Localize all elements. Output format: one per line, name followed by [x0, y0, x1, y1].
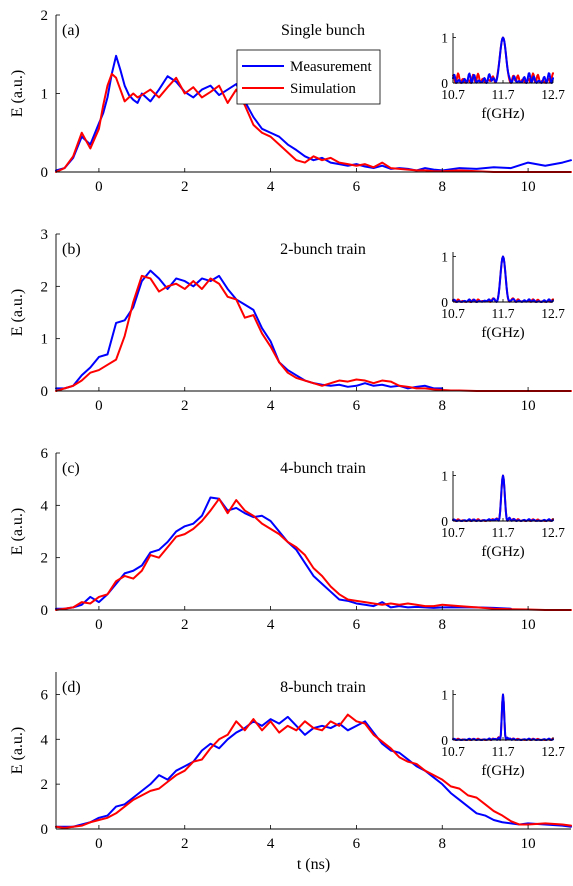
inset-y-tick-label: 1 [441, 250, 448, 265]
y-tick-label: 0 [41, 384, 49, 400]
inset-y-tick-label: 0 [441, 733, 448, 748]
inset-spectrum: 10.7 11.7 12.7 0 1 f(GHz) [441, 31, 565, 122]
inset-x-tick-label: 12.7 [541, 525, 565, 540]
y-tick-label: 1 [41, 332, 49, 348]
x-tick-label: 2 [181, 836, 189, 852]
inset-x-tick-label: 11.7 [491, 87, 514, 102]
panel-title: 2-bunch train [280, 241, 366, 258]
x-tick-label: 8 [439, 179, 447, 195]
inset-x-tick-label: 12.7 [541, 87, 565, 102]
y-tick-label: 4 [41, 732, 49, 748]
inset-x-axis-title: f(GHz) [481, 544, 524, 560]
panel-label: (d) [62, 679, 81, 696]
inset-x-axis-title: f(GHz) [481, 106, 524, 122]
x-tick-label: 0 [95, 617, 103, 633]
panel-title: 8-bunch train [280, 679, 366, 696]
panel-label: (a) [62, 22, 80, 39]
x-tick-label: 0 [95, 398, 103, 414]
inset-x-tick-label: 10.7 [441, 306, 465, 321]
y-axis-title: E (a.u.) [9, 70, 26, 118]
inset-x-axis-title: f(GHz) [481, 763, 524, 779]
y-axis-title: E (a.u.) [9, 727, 26, 775]
x-tick-label: 4 [267, 179, 275, 195]
x-tick-label: 4 [267, 398, 275, 414]
x-tick-label: 0 [95, 179, 103, 195]
inset-y-tick-label: 0 [441, 514, 448, 529]
x-tick-label: 10 [521, 179, 536, 195]
legend-box [236, 49, 381, 105]
y-tick-label: 0 [41, 603, 49, 619]
inset-x-tick-label: 10.7 [441, 87, 465, 102]
y-tick-label: 2 [41, 279, 49, 295]
series-line-simulation [55, 713, 572, 829]
x-tick-label: 2 [181, 398, 189, 414]
y-tick-label: 0 [41, 165, 49, 181]
y-tick-label: 1 [41, 87, 49, 103]
x-tick-label: 4 [267, 617, 275, 633]
x-tick-label: 8 [439, 398, 447, 414]
legend-label-measurement: Measurement [290, 59, 372, 75]
inset-y-tick-label: 1 [441, 31, 448, 46]
x-tick-label: 6 [353, 398, 361, 414]
y-axis-title: E (a.u.) [9, 289, 26, 337]
y-axis-title: E (a.u.) [9, 508, 26, 556]
inset-x-tick-label: 11.7 [491, 525, 514, 540]
inset-y-tick-label: 0 [441, 76, 448, 91]
inset-x-tick-label: 10.7 [441, 744, 465, 759]
inset-x-tick-label: 12.7 [541, 744, 565, 759]
panel-title: 4-bunch train [280, 460, 366, 477]
x-tick-label: 4 [267, 836, 275, 852]
y-tick-label: 3 [41, 227, 49, 243]
y-tick-label: 2 [41, 777, 49, 793]
panel-label: (b) [62, 241, 81, 258]
x-tick-label: 6 [353, 179, 361, 195]
series-line-simulation [55, 497, 572, 611]
inset-x-tick-label: 10.7 [441, 525, 465, 540]
x-tick-label: 0 [95, 836, 103, 852]
inset-x-tick-label: 12.7 [541, 306, 565, 321]
panel-title: Single bunch [281, 22, 365, 39]
inset-spectrum: 10.7 11.7 12.7 0 1 f(GHz) [441, 688, 565, 779]
x-tick-label: 10 [521, 836, 536, 852]
legend-label-simulation: Simulation [290, 81, 356, 97]
inset-y-tick-label: 1 [441, 688, 448, 703]
series-line-measurement [55, 269, 444, 390]
series-line-simulation [55, 72, 572, 173]
y-tick-label: 6 [41, 446, 49, 462]
panel-label: (c) [62, 460, 80, 477]
x-tick-label: 8 [439, 617, 447, 633]
x-tick-label: 6 [353, 836, 361, 852]
series-line-measurement [55, 715, 572, 828]
x-tick-label: 10 [521, 617, 536, 633]
x-axis-title: t (ns) [297, 856, 330, 873]
series-line-measurement [55, 54, 572, 172]
inset-y-tick-label: 0 [441, 295, 448, 310]
inset-spectrum: 10.7 11.7 12.7 0 1 f(GHz) [441, 469, 565, 560]
y-tick-label: 2 [41, 551, 49, 567]
legend: Measurement Simulation [236, 49, 381, 105]
x-tick-label: 8 [439, 836, 447, 852]
y-tick-label: 4 [41, 498, 49, 514]
x-tick-label: 6 [353, 617, 361, 633]
inset-x-axis-title: f(GHz) [481, 325, 524, 341]
inset-y-tick-label: 1 [441, 469, 448, 484]
y-tick-label: 0 [41, 822, 49, 838]
inset-spectrum: 10.7 11.7 12.7 0 1 f(GHz) [441, 250, 565, 341]
y-tick-label: 2 [41, 8, 49, 24]
x-tick-label: 10 [521, 398, 536, 414]
x-tick-label: 2 [181, 179, 189, 195]
x-tick-label: 2 [181, 617, 189, 633]
series-line-measurement [55, 496, 512, 610]
inset-x-tick-label: 11.7 [491, 744, 514, 759]
inset-x-tick-label: 11.7 [491, 306, 514, 321]
y-tick-label: 6 [41, 687, 49, 703]
